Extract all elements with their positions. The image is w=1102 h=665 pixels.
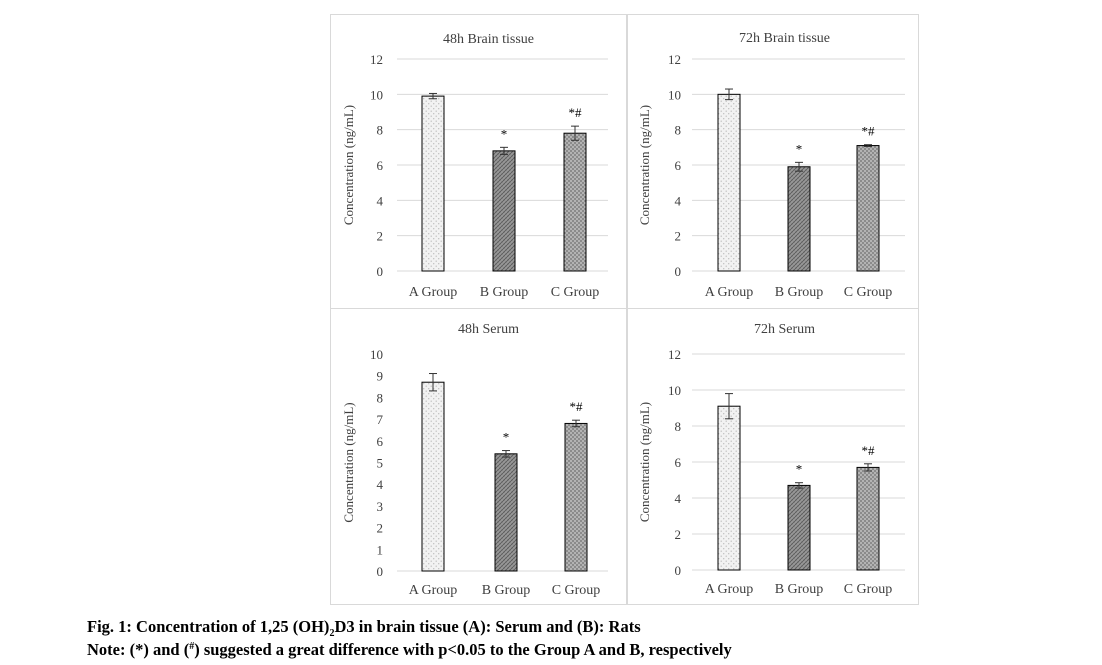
- y-tick-label: 0: [377, 264, 384, 279]
- y-tick-label: 2: [377, 229, 384, 244]
- x-tick-label: C Group: [844, 582, 893, 597]
- y-tick-label: 8: [675, 419, 682, 434]
- y-tick-label: 12: [668, 347, 681, 362]
- y-tick-label: 10: [370, 87, 383, 102]
- y-tick-label: 10: [370, 347, 383, 362]
- chart-panel-2: 0 2 4 6 8 10 12 72h Brain tissue Concentration (…: [627, 14, 919, 309]
- caption-line1-pre: Fig. 1: Concentration of 1,25 (OH): [87, 617, 330, 636]
- y-tick-label: 6: [675, 455, 682, 470]
- bar-b-group: [787, 166, 811, 272]
- y-axis-label: Concentration (ng/mL): [341, 105, 356, 225]
- y-tick-label: 0: [675, 264, 682, 279]
- chart-title: 48h Brain tissue: [443, 32, 534, 47]
- chart-panel-4: 0 2 4 6 8 10 12 72h Serum Concentration (ng/mL) A…: [627, 308, 919, 605]
- significance-mark: *#: [570, 399, 584, 414]
- x-tick-label: A Group: [705, 582, 754, 597]
- x-tick-label: C Group: [844, 285, 893, 300]
- bar-a-group: [717, 93, 741, 272]
- y-tick-label: 0: [675, 563, 682, 578]
- caption-line1-subscript: 2: [329, 628, 335, 639]
- y-tick-label: 7: [377, 412, 384, 427]
- x-tick-label: B Group: [480, 285, 529, 300]
- x-tick-label: B Group: [482, 583, 531, 598]
- x-tick-label: B Group: [775, 285, 824, 300]
- y-axis-label: Concentration (ng/mL): [637, 105, 652, 225]
- y-axis-label: Concentration (ng/mL): [637, 402, 652, 522]
- chart-title: 48h Serum: [458, 322, 519, 337]
- x-tick-label: B Group: [775, 582, 824, 597]
- y-tick-label: 4: [675, 193, 682, 208]
- significance-mark: *#: [569, 105, 583, 120]
- y-tick-label: 10: [668, 87, 681, 102]
- y-tick-label: 1: [377, 542, 384, 557]
- y-tick-label: 6: [675, 158, 682, 173]
- y-tick-label: 2: [675, 229, 682, 244]
- x-tick-label: A Group: [705, 285, 754, 300]
- y-tick-label: 0: [377, 564, 384, 579]
- bar-a-group: [717, 405, 741, 571]
- y-tick-label: 8: [377, 390, 384, 405]
- bar-c-group: [856, 466, 880, 571]
- y-tick-label: 3: [377, 499, 384, 514]
- x-tick-label: A Group: [409, 285, 458, 300]
- y-tick-label: 2: [675, 527, 682, 542]
- bar-a-group: [421, 95, 445, 272]
- caption-line2-superscript: #: [189, 641, 195, 652]
- y-axis-label: Concentration (ng/mL): [341, 402, 356, 522]
- y-tick-label: 4: [675, 491, 682, 506]
- x-tick-label: C Group: [552, 583, 601, 598]
- figure-note: Note: (*) and (#) suggested a great diff…: [87, 640, 732, 660]
- y-tick-label: 12: [370, 52, 383, 67]
- caption-line2-pre: Note: (*) and (: [87, 640, 190, 659]
- significance-mark: *#: [862, 124, 876, 139]
- chart-title: 72h Brain tissue: [739, 31, 830, 46]
- y-tick-label: 9: [377, 369, 384, 384]
- y-tick-label: 8: [377, 123, 384, 138]
- caption-line2-post: ) suggested a great difference with p<0.…: [194, 640, 732, 659]
- y-tick-label: 2: [377, 521, 384, 536]
- significance-mark: *: [796, 141, 803, 156]
- chart-panel-1: 0 2 4 6 8 10 12 48h Brain tissue Concentration (…: [330, 14, 627, 309]
- x-tick-label: A Group: [409, 583, 458, 598]
- y-tick-label: 8: [675, 123, 682, 138]
- significance-mark: *: [501, 126, 508, 141]
- chart-panel-3: 0 1 2 3 4 5 6 7 8 9 10 48h Serum Concentration (ng/m…: [330, 308, 627, 605]
- figure-caption: Fig. 1: Concentration of 1,25 (OH)2D3 in…: [87, 617, 641, 639]
- y-tick-label: 4: [377, 193, 384, 208]
- y-tick-label: 6: [377, 158, 384, 173]
- x-tick-label: C Group: [551, 285, 600, 300]
- bar-b-group: [787, 484, 811, 571]
- caption-line1-post: D3 in brain tissue (A): Serum and (B): R…: [334, 617, 641, 636]
- significance-mark: *: [796, 462, 803, 477]
- chart-title: 72h Serum: [754, 322, 815, 337]
- bar-b-group: [492, 150, 516, 272]
- significance-mark: *#: [862, 443, 876, 458]
- significance-mark: *: [503, 430, 510, 445]
- y-tick-label: 4: [377, 477, 384, 492]
- y-tick-label: 10: [668, 383, 681, 398]
- bar-c-group: [856, 145, 880, 272]
- y-tick-label: 6: [377, 434, 384, 449]
- bar-c-group: [564, 422, 588, 572]
- bar-a-group: [421, 381, 445, 572]
- y-tick-label: 12: [668, 52, 681, 67]
- bar-b-group: [494, 453, 518, 572]
- y-tick-label: 5: [377, 456, 384, 471]
- bar-c-group: [563, 132, 587, 272]
